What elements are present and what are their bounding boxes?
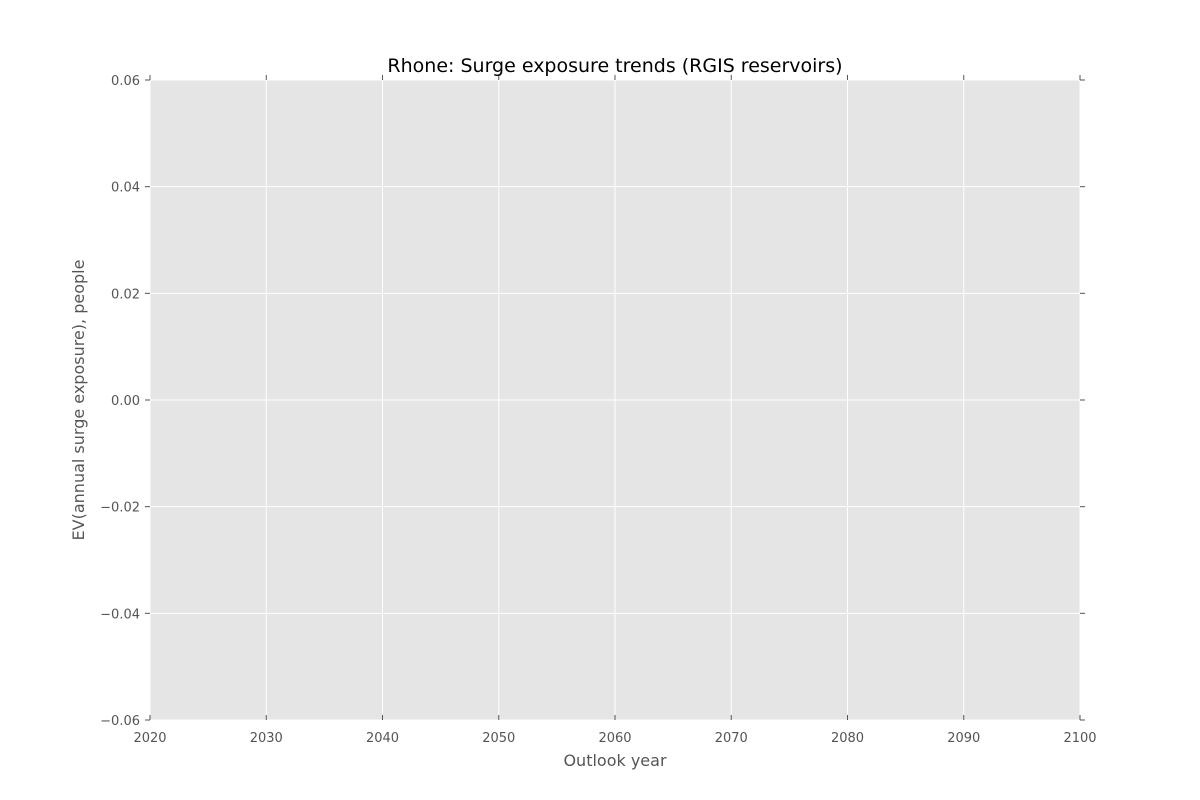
- y-tick-label: 0.06: [111, 74, 140, 89]
- y-tick-label: 0.04: [111, 181, 140, 196]
- axis-ticks: [145, 75, 1085, 721]
- y-axis-label: EV(annual surge exposure), people: [69, 260, 88, 541]
- x-tick-label: 2060: [598, 731, 631, 746]
- x-tick-label: 2100: [1063, 731, 1096, 746]
- y-tick-label: −0.02: [100, 501, 140, 516]
- x-tick-label: 2020: [133, 731, 166, 746]
- x-axis-label: Outlook year: [563, 751, 667, 770]
- tick-labels: 2020 2030 2040 2050 2060 2070 2080 2090 2100 0.06…: [100, 74, 1096, 746]
- x-tick-label: 2050: [482, 731, 515, 746]
- x-tick-label: 2090: [947, 731, 980, 746]
- chart-title: Rhone: Surge exposure trends (RGIS reser…: [387, 55, 842, 77]
- x-tick-label: 2030: [250, 731, 283, 746]
- y-tick-label: 0.00: [111, 394, 140, 409]
- x-tick-label: 2040: [366, 731, 399, 746]
- y-tick-label: −0.06: [100, 714, 140, 729]
- y-tick-label: 0.02: [111, 287, 140, 302]
- x-tick-label: 2070: [715, 731, 748, 746]
- y-tick-label: −0.04: [100, 607, 140, 622]
- x-tick-label: 2080: [831, 731, 864, 746]
